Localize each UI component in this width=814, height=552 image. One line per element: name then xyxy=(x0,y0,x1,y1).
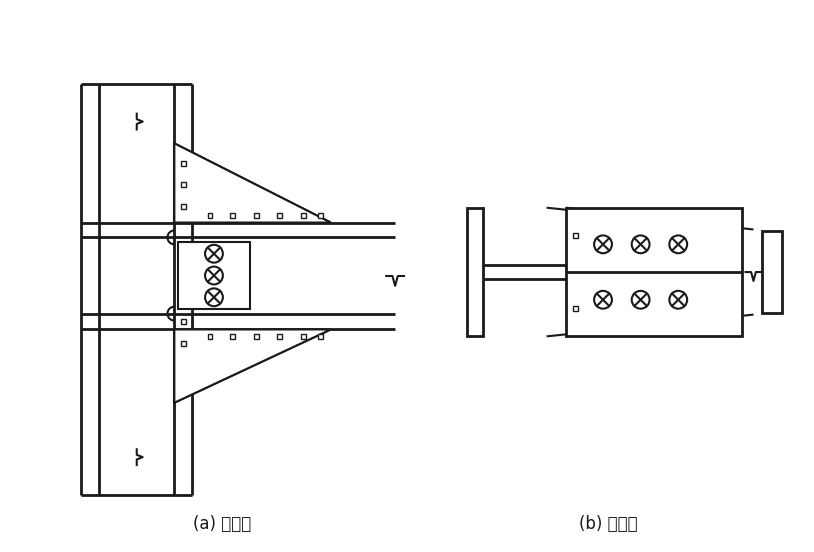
Bar xyxy=(467,208,484,336)
Bar xyxy=(181,183,186,187)
Bar xyxy=(208,334,212,339)
Bar xyxy=(573,233,578,238)
Bar xyxy=(178,242,250,309)
Bar xyxy=(300,213,305,218)
Bar xyxy=(277,334,282,339)
Bar xyxy=(318,334,323,339)
Bar xyxy=(208,213,212,218)
Polygon shape xyxy=(174,144,330,222)
Bar xyxy=(254,213,259,218)
Bar xyxy=(181,319,186,324)
Bar xyxy=(181,341,186,346)
Bar xyxy=(763,231,782,312)
Bar xyxy=(277,213,282,218)
Bar xyxy=(573,306,578,311)
Text: (b) 俯视图: (b) 俯视图 xyxy=(579,516,637,533)
Bar xyxy=(181,204,186,209)
Bar xyxy=(230,334,235,339)
Bar xyxy=(318,213,323,218)
Bar xyxy=(254,334,259,339)
Bar xyxy=(567,208,742,336)
Bar xyxy=(300,334,305,339)
Bar xyxy=(230,213,235,218)
Polygon shape xyxy=(174,330,330,403)
Bar xyxy=(181,161,186,166)
Text: (a) 侧视图: (a) 侧视图 xyxy=(193,516,251,533)
